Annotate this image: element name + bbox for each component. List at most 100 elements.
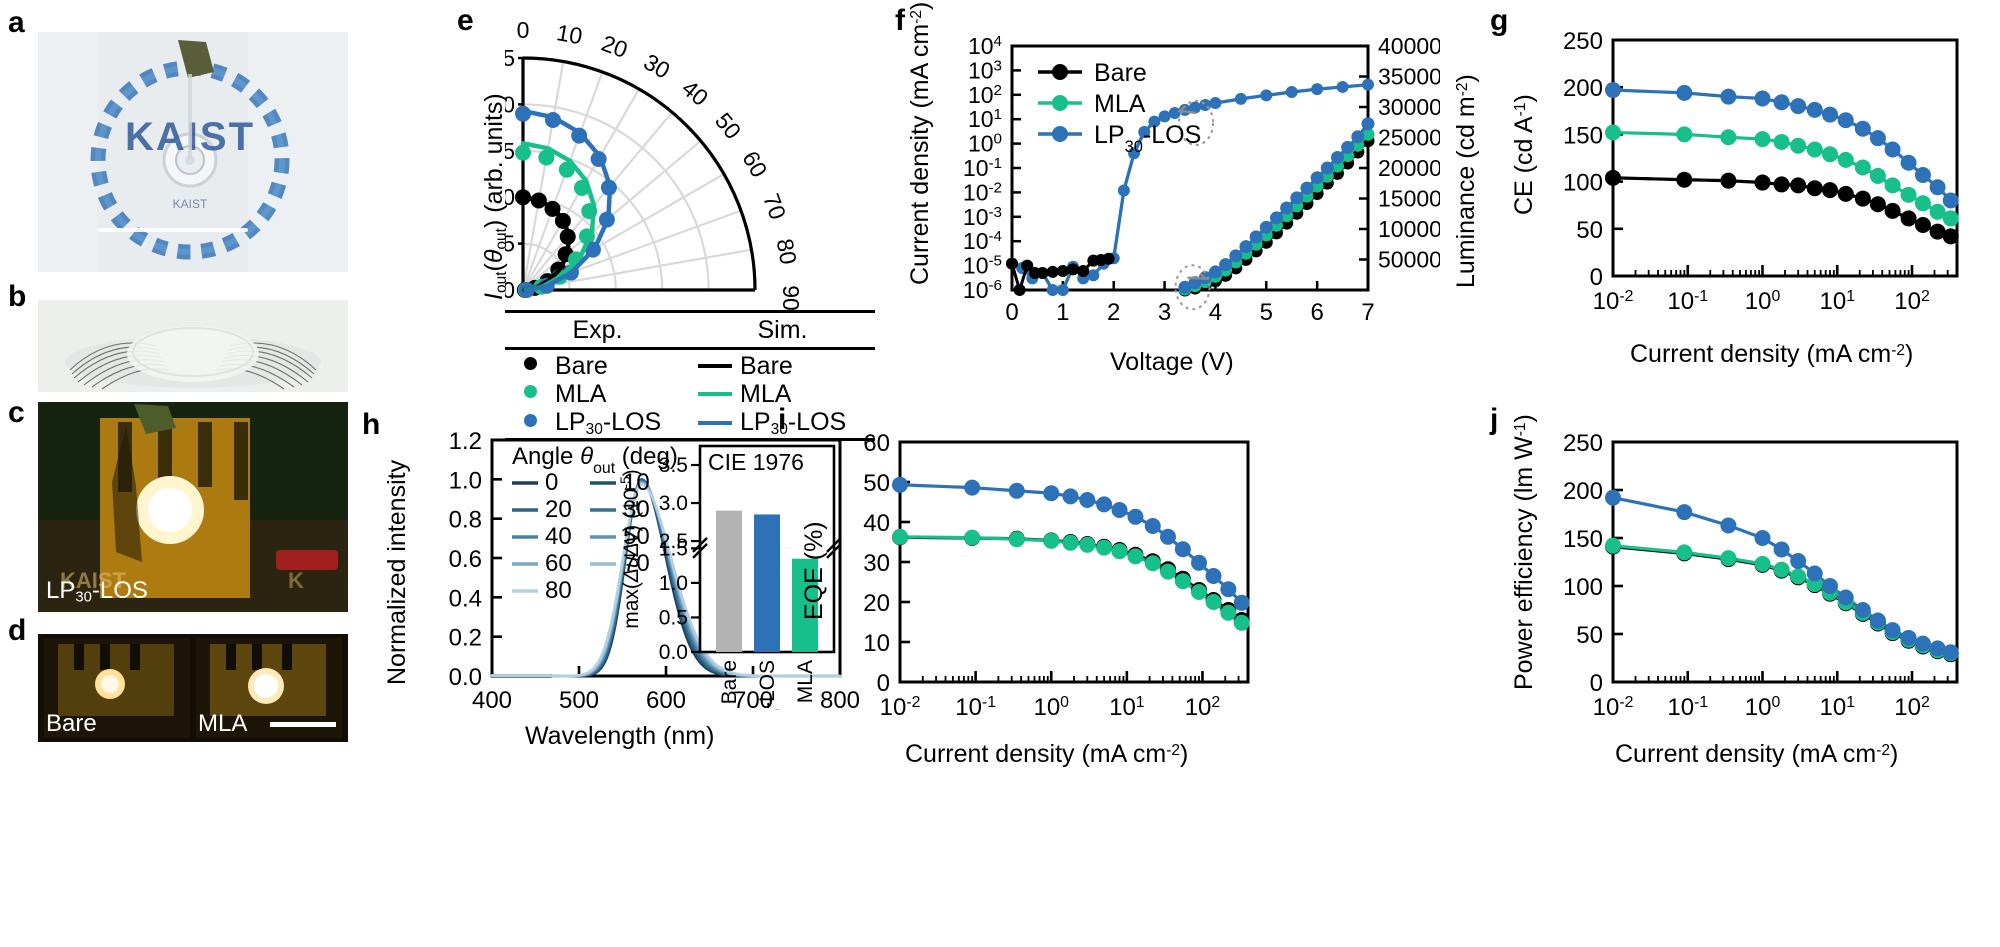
svg-text:40: 40 bbox=[545, 523, 572, 550]
panel-letter-f: f bbox=[895, 4, 905, 37]
svg-text:7: 7 bbox=[1361, 299, 1374, 326]
svg-text:50000: 50000 bbox=[1378, 247, 1440, 273]
panel-h-plot: 0.0 0.2 0.4 0.6 0.8 1.0 1.2 400 500 600 700 800 Angl… bbox=[400, 420, 860, 710]
svg-text:100000: 100000 bbox=[1378, 216, 1440, 242]
svg-text:200000: 200000 bbox=[1378, 155, 1440, 181]
svg-text:0: 0 bbox=[1005, 299, 1018, 326]
svg-text:400: 400 bbox=[472, 687, 512, 710]
legend-label-sim-lp30los: LP30-LOS bbox=[740, 407, 847, 438]
svg-text:20: 20 bbox=[598, 30, 631, 63]
svg-text:0.5: 0.5 bbox=[505, 231, 515, 257]
photo-c-label-tail: -LOS bbox=[91, 577, 148, 605]
svg-text:50: 50 bbox=[710, 108, 746, 144]
svg-text:0.6: 0.6 bbox=[449, 546, 482, 573]
panel-letter-g: g bbox=[1490, 4, 1509, 37]
svg-text:150000: 150000 bbox=[1378, 186, 1440, 212]
svg-text:3.0: 3.0 bbox=[659, 492, 688, 515]
svg-text:2: 2 bbox=[1107, 299, 1120, 326]
svg-text:40: 40 bbox=[863, 510, 890, 537]
svg-text:LP30-LOS: LP30-LOS bbox=[1094, 121, 1201, 156]
svg-text:50: 50 bbox=[1576, 622, 1603, 649]
svg-text:5: 5 bbox=[1260, 299, 1273, 326]
legend-marker-line-mla bbox=[690, 385, 740, 403]
svg-text:Bare: Bare bbox=[1094, 59, 1147, 87]
svg-text:60: 60 bbox=[863, 430, 890, 457]
svg-text:102: 102 bbox=[1185, 694, 1221, 721]
svg-text:101: 101 bbox=[968, 106, 1002, 133]
svg-text:MLA: MLA bbox=[794, 660, 817, 703]
photo-c: KAIST K LP30-LOS bbox=[38, 402, 348, 612]
svg-text:0: 0 bbox=[1590, 670, 1603, 697]
svg-text:100: 100 bbox=[1745, 694, 1781, 721]
svg-text:0.0: 0.0 bbox=[505, 277, 515, 303]
svg-text:50: 50 bbox=[863, 470, 890, 497]
svg-text:10-2: 10-2 bbox=[880, 694, 921, 721]
svg-text:300000: 300000 bbox=[1378, 94, 1440, 120]
svg-text:70: 70 bbox=[758, 190, 791, 223]
legend-label-exp-bare: Bare bbox=[555, 351, 608, 380]
svg-text:10: 10 bbox=[555, 19, 585, 49]
svg-text:103: 103 bbox=[968, 57, 1002, 84]
svg-text:4: 4 bbox=[1209, 299, 1222, 326]
svg-text:50: 50 bbox=[623, 523, 650, 550]
svg-text:CIE 1976: CIE 1976 bbox=[708, 449, 804, 475]
svg-text:200: 200 bbox=[1563, 478, 1603, 505]
photo-c-label: LP30-LOS bbox=[46, 577, 148, 606]
svg-text:100: 100 bbox=[1563, 170, 1603, 197]
panel-j-plot: 0 50 100 150 200 250 10-2 10-1 100 101 102 bbox=[1525, 420, 1985, 720]
svg-text:100: 100 bbox=[1563, 574, 1603, 601]
svg-text:10-1: 10-1 bbox=[1667, 288, 1708, 316]
panel-letter-i: i bbox=[778, 403, 787, 436]
svg-text:250: 250 bbox=[1563, 430, 1603, 457]
svg-text:1.0: 1.0 bbox=[659, 572, 688, 595]
svg-text:0.0: 0.0 bbox=[449, 664, 482, 691]
photo-d-label-right: MLA bbox=[198, 710, 248, 737]
panel-f-xlabel: Voltage (V) bbox=[1110, 348, 1234, 376]
legend-header-sim: Sim. bbox=[757, 316, 808, 344]
legend-marker-line-bare bbox=[690, 357, 740, 375]
svg-text:3.5: 3.5 bbox=[659, 454, 688, 477]
svg-text:0: 0 bbox=[545, 469, 558, 496]
svg-text:0: 0 bbox=[877, 670, 890, 697]
svg-text:350000: 350000 bbox=[1378, 64, 1440, 90]
svg-text:K: K bbox=[288, 568, 304, 593]
svg-text:200: 200 bbox=[1563, 75, 1603, 102]
svg-text:101: 101 bbox=[1109, 694, 1145, 721]
photo-d: Bare MLA bbox=[38, 634, 348, 742]
svg-text:80: 80 bbox=[772, 237, 802, 267]
svg-text:0.4: 0.4 bbox=[449, 585, 482, 612]
svg-text:max(ΔuΔv) (10-5): max(ΔuΔv) (10-5) bbox=[617, 469, 643, 629]
legend-label-exp-mla: MLA bbox=[555, 379, 607, 408]
legend-label-sim-mla: MLA bbox=[740, 379, 792, 408]
svg-text:10-6: 10-6 bbox=[963, 277, 1002, 304]
panel-f-ylabel-right: Luminance (cd m-2) bbox=[1452, 74, 1480, 288]
svg-text:Angle θout (deg): Angle θout (deg) bbox=[512, 443, 678, 477]
panel-j-xlabel: Current density (mA cm-2) bbox=[1615, 740, 1899, 768]
legend-marker-dot-lp30los bbox=[505, 414, 555, 432]
svg-text:50: 50 bbox=[1576, 217, 1603, 244]
panel-letter-b: b bbox=[8, 280, 27, 313]
svg-text:1: 1 bbox=[1056, 299, 1069, 326]
svg-text:10-2: 10-2 bbox=[1593, 288, 1634, 316]
svg-text:3: 3 bbox=[1158, 299, 1171, 326]
panel-letter-c: c bbox=[8, 396, 25, 429]
svg-text:10: 10 bbox=[863, 630, 890, 657]
svg-text:Bare: Bare bbox=[718, 660, 741, 704]
svg-text:0.2: 0.2 bbox=[449, 625, 482, 652]
svg-text:LP30-LOS: LP30-LOS bbox=[756, 660, 785, 710]
svg-text:1.0: 1.0 bbox=[449, 467, 482, 494]
svg-text:1.0: 1.0 bbox=[505, 184, 515, 210]
svg-text:40: 40 bbox=[677, 75, 713, 111]
svg-text:10-1: 10-1 bbox=[1667, 694, 1708, 721]
svg-text:KAIST: KAIST bbox=[60, 568, 127, 593]
svg-text:150: 150 bbox=[1563, 526, 1603, 553]
svg-text:0: 0 bbox=[517, 18, 530, 43]
legend-marker-dot-mla bbox=[505, 385, 555, 403]
svg-text:KAIST: KAIST bbox=[173, 197, 208, 211]
svg-text:700: 700 bbox=[733, 687, 773, 710]
svg-text:0.8: 0.8 bbox=[449, 507, 482, 534]
legend-label-exp-lp30los: LP30-LOS bbox=[555, 407, 662, 438]
svg-text:30: 30 bbox=[639, 48, 674, 83]
